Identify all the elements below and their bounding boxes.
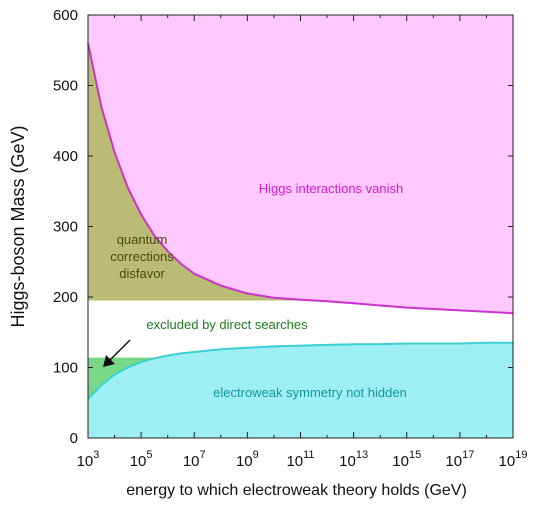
region-higgs-interactions-vanish [88, 15, 513, 314]
curve-lower-bound [87, 341, 513, 400]
x-tick-label: 1019 [499, 449, 528, 470]
x-axis-label: energy to which electroweak theory holds… [126, 482, 467, 499]
y-tick-label: 300 [53, 219, 78, 236]
y-tick-label: 200 [53, 289, 78, 306]
x-tick-label: 105 [130, 449, 153, 470]
chart-regions [88, 15, 513, 438]
annotation-higgs-interactions-vanish: Higgs interactions vanish [259, 181, 404, 196]
y-tick-label: 500 [53, 78, 78, 95]
curve-upper-bound [87, 42, 514, 315]
annotation-quantum-corrections-disfavor: quantum [117, 232, 168, 247]
arrow-head [103, 355, 115, 367]
annotations: Higgs interactions vanish quantum correcti… [110, 181, 407, 400]
y-tick-label: 400 [53, 148, 78, 165]
x-tick-label: 109 [236, 449, 259, 470]
annotation-excluded-by-direct-searches: excluded by direct searches [146, 317, 308, 332]
x-tick-label: 1011 [286, 449, 314, 470]
y-tick-label: 0 [70, 430, 78, 447]
y-axis: 0 100 200 300 400 500 600 [53, 7, 513, 447]
x-tick-label: 103 [77, 449, 100, 470]
x-tick-label: 107 [183, 449, 206, 470]
annotation-quantum-corrections-disfavor: corrections [110, 249, 174, 264]
x-tick-label: 1015 [392, 449, 421, 470]
x-tick-label: 1013 [339, 449, 368, 470]
annotation-electroweak-symmetry-not-hidden: electroweak symmetry not hidden [213, 385, 407, 400]
region-excluded-by-direct-searches [88, 357, 159, 400]
annotation-arrow [103, 339, 131, 367]
arrow-shaft [109, 339, 131, 361]
annotation-quantum-corrections-disfavor: disfavor [119, 266, 165, 281]
x-tick-label: 1017 [445, 449, 474, 470]
region-electroweak-symmetry-not-hidden [88, 342, 513, 438]
chart-curves [87, 42, 514, 400]
y-tick-label: 600 [53, 7, 78, 24]
y-axis-label: Higgs-boson Mass (GeV) [8, 125, 28, 327]
region-quantum-corrections-disfavor [88, 43, 314, 301]
y-tick-label: 100 [53, 360, 78, 377]
